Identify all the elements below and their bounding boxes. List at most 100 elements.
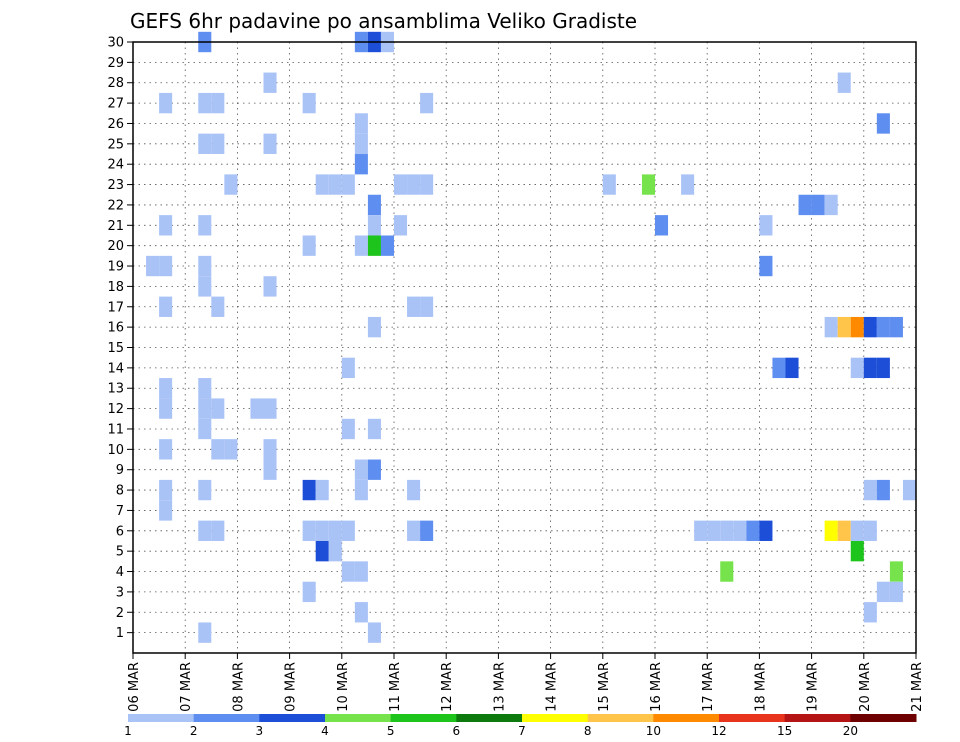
heatmap-cell [407,479,421,501]
heatmap-cell [315,479,329,501]
colorbar-label: 6 [453,724,461,738]
y-tick-label: 20 [107,239,124,254]
colorbar-label: 3 [256,724,264,738]
heatmap-cell [367,418,381,440]
y-tick-label: 4 [116,565,124,580]
x-tick-label: 09 MAR [284,662,299,712]
colorbar-label: 7 [518,724,526,738]
heatmap-cell [354,479,368,501]
y-tick-label: 14 [107,361,124,376]
heatmap-cell [198,92,212,114]
heatmap-cell [354,561,368,582]
heatmap-cell [211,398,225,419]
y-tick-label: 6 [116,524,124,539]
y-tick-label: 26 [107,117,124,132]
heatmap-cell [211,439,225,460]
heatmap-cell [263,72,277,93]
heatmap-cell [367,215,381,236]
heatmap-cell [746,520,760,541]
y-tick-label: 15 [107,341,124,356]
colorbar: 1 2 3 4 5 6 7 8 10 12 15 20 [124,714,917,738]
heatmap-cell [655,215,669,236]
heatmap-cell [354,602,368,623]
colorbar-swatch [719,714,786,722]
heatmap-cell [302,581,316,603]
heatmap-cell [641,174,655,195]
heatmap-cell [863,316,877,338]
y-tick-label: 27 [107,97,124,112]
x-tick-label: 07 MAR [179,662,194,712]
y-tick-label: 3 [116,585,124,600]
x-tick-label: 13 MAR [492,662,507,712]
heatmap-cell [302,520,316,541]
heatmap-cell [159,398,173,419]
y-tick-label: 25 [107,137,124,152]
heatmap-cell [367,235,381,256]
heatmap-cell [902,479,916,501]
y-tick-label: 10 [107,443,124,458]
y-tick-label: 29 [107,56,124,71]
colorbar-label: 1 [124,724,132,738]
heatmap-cell [159,439,173,460]
heatmap-cell [159,255,173,277]
heatmap-cell [876,581,890,603]
heatmap-cell [198,398,212,419]
heatmap-cell [198,479,212,501]
heatmap-cell [420,520,434,541]
heatmap-cell [850,540,864,562]
y-tick-label: 21 [107,219,124,234]
y-tick-label: 13 [107,382,124,397]
heatmap-cell [224,439,238,460]
heatmap-cell [263,133,277,155]
colorbar-label: 2 [190,724,198,738]
heatmap-cell [407,174,421,195]
heatmap-cell [863,357,877,379]
x-tick-label: 21 MAR [910,662,925,712]
heatmap-cell [211,296,225,317]
heatmap-cell [159,378,173,399]
y-tick-label: 22 [107,198,124,213]
heatmap-cell [263,398,277,419]
heatmap-cell [876,357,890,379]
heatmap-cell [367,459,381,480]
y-tick-label: 1 [116,626,124,641]
x-tick-label: 11 MAR [388,662,403,712]
colorbar-swatch [128,714,195,722]
heatmap-cell [420,92,434,114]
heatmap-cell [837,520,851,541]
heatmap-cell [328,540,342,562]
heatmap-cell [863,479,877,501]
heatmap-cell [315,540,329,562]
heatmap-cell [302,235,316,256]
heatmap-cell [863,602,877,623]
y-tick-label: 28 [107,76,124,91]
colorbar-swatch [390,714,457,722]
y-tick-label: 9 [116,463,124,478]
heatmap-cell [850,316,864,338]
y-tick-label: 19 [107,260,124,275]
y-tick-label: 12 [107,402,124,417]
heatmap-cell [159,296,173,317]
x-tick-label: 14 MAR [545,662,560,712]
heatmap-cell [159,92,173,114]
heatmap-cell [837,316,851,338]
heatmap-cell [837,72,851,93]
heatmap-cell [420,296,434,317]
x-tick-label: 08 MAR [231,662,246,712]
colorbar-swatch [850,714,917,722]
x-tick-label: 16 MAR [649,662,664,712]
y-tick-label: 16 [107,321,124,336]
heatmap-cell [407,296,421,317]
heatmap-cell [198,622,212,643]
heatmap-cell [341,520,355,541]
x-tick-label: 18 MAR [753,662,768,712]
x-tick-label: 12 MAR [440,662,455,712]
heatmap-cell [798,194,812,216]
heatmap-cell [759,520,773,541]
colorbar-label: 8 [584,724,592,738]
heatmap-cell [198,215,212,236]
heatmap-cell [198,418,212,440]
y-tick-label: 24 [107,158,124,173]
x-tick-label: 10 MAR [336,662,351,712]
heatmap-cell [876,479,890,501]
